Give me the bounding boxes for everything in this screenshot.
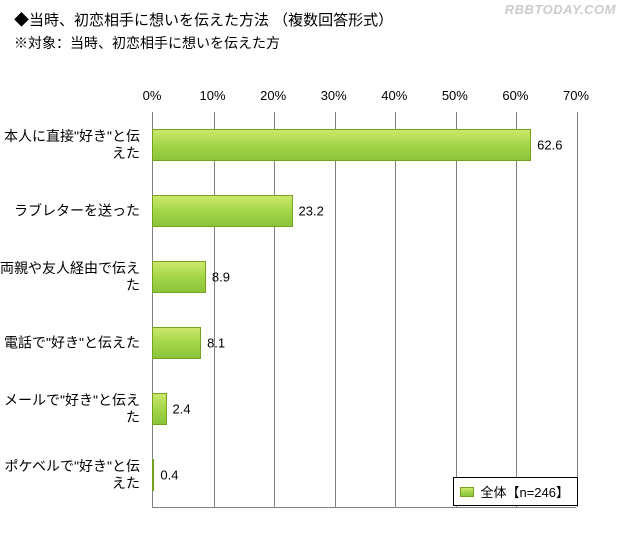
gridline bbox=[274, 112, 275, 507]
bar bbox=[152, 327, 201, 359]
plot-area bbox=[152, 112, 576, 508]
gridline bbox=[577, 112, 578, 507]
value-label: 2.4 bbox=[173, 402, 191, 417]
bar bbox=[152, 393, 167, 425]
chart-container: 0%10%20%30%40%50%60%70% 本人に直接"好き"と伝えたラブレ… bbox=[0, 72, 624, 542]
x-tick-label: 50% bbox=[425, 88, 485, 103]
gridline bbox=[335, 112, 336, 507]
x-tick-label: 70% bbox=[546, 88, 606, 103]
category-label: 両親や友人経由で伝えた bbox=[0, 260, 146, 294]
bar bbox=[152, 459, 154, 491]
category-label: 本人に直接"好き"と伝えた bbox=[0, 128, 146, 162]
value-label: 62.6 bbox=[537, 138, 562, 153]
value-label: 8.9 bbox=[212, 270, 230, 285]
value-label: 8.1 bbox=[207, 336, 225, 351]
legend-label: 全体【n=246】 bbox=[480, 482, 569, 501]
legend-swatch bbox=[460, 487, 474, 497]
value-label: 23.2 bbox=[299, 204, 324, 219]
category-label: メールで"好き"と伝えた bbox=[0, 392, 146, 426]
x-tick-label: 60% bbox=[485, 88, 545, 103]
category-label: 電話で"好き"と伝えた bbox=[0, 335, 146, 352]
bar bbox=[152, 129, 531, 161]
category-label: ポケベルで"好き"と伝えた bbox=[0, 458, 146, 492]
value-label: 0.4 bbox=[160, 468, 178, 483]
x-tick-label: 0% bbox=[122, 88, 182, 103]
legend: 全体【n=246】 bbox=[453, 477, 578, 506]
x-tick-label: 20% bbox=[243, 88, 303, 103]
watermark: RBBTODAY.COM bbox=[505, 2, 616, 17]
bar bbox=[152, 261, 206, 293]
gridline bbox=[214, 112, 215, 507]
x-tick-label: 10% bbox=[183, 88, 243, 103]
gridline bbox=[516, 112, 517, 507]
gridline bbox=[456, 112, 457, 507]
gridline bbox=[395, 112, 396, 507]
bar bbox=[152, 195, 293, 227]
chart-subtitle: ※対象：当時、初恋相手に想いを伝えた方 bbox=[14, 33, 610, 54]
category-label: ラブレターを送った bbox=[0, 203, 146, 220]
x-tick-label: 30% bbox=[304, 88, 364, 103]
x-tick-label: 40% bbox=[364, 88, 424, 103]
